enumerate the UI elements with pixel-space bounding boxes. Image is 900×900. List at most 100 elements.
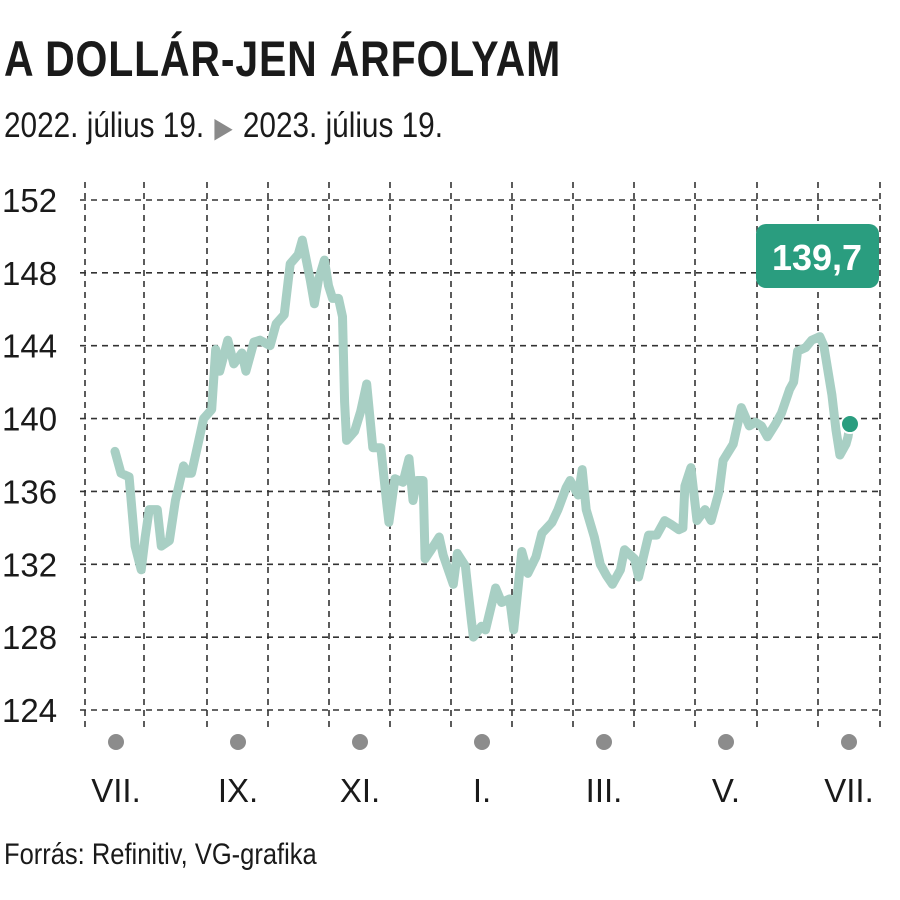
data-point <box>577 494 580 497</box>
data-point <box>792 381 795 384</box>
data-point <box>663 519 666 522</box>
data-point <box>494 587 497 590</box>
data-point <box>218 370 221 373</box>
x-tick-label: I. <box>473 772 491 809</box>
data-point <box>689 466 692 469</box>
data-point <box>345 439 348 442</box>
data-point <box>385 503 388 506</box>
data-point <box>317 279 320 282</box>
data-point <box>327 284 330 287</box>
data-point <box>585 508 588 511</box>
data-point <box>422 479 425 482</box>
data-point <box>240 352 243 355</box>
data-point <box>174 499 177 502</box>
data-point <box>722 459 725 462</box>
data-point <box>416 479 419 482</box>
data-point <box>780 412 783 415</box>
data-point <box>424 557 427 560</box>
data-point <box>796 350 799 353</box>
data-point <box>788 388 791 391</box>
x-tick-label: V. <box>712 772 740 809</box>
data-point <box>669 523 672 526</box>
y-tick-label: 152 <box>2 182 57 219</box>
data-point <box>337 297 340 300</box>
data-point <box>438 536 441 539</box>
data-point <box>565 486 568 489</box>
data-point <box>830 393 833 396</box>
data-point <box>182 464 185 467</box>
data-point <box>452 583 455 586</box>
data-point <box>148 508 151 511</box>
data-point <box>484 628 487 631</box>
month-marker-dot <box>474 734 490 750</box>
last-value-callout <box>756 224 879 288</box>
x-tick-label: VII. <box>91 772 141 809</box>
data-point <box>196 444 199 447</box>
y-tick-label: 144 <box>2 328 57 365</box>
data-point <box>214 348 217 351</box>
data-point <box>834 428 837 431</box>
data-point <box>144 536 147 539</box>
data-point <box>309 279 312 282</box>
data-point <box>696 519 699 522</box>
data-point <box>472 636 475 639</box>
x-tick-label: IX. <box>218 772 258 809</box>
last-value-label: 139,7 <box>772 237 862 278</box>
data-point <box>480 625 483 628</box>
data-point <box>259 339 262 342</box>
data-point <box>402 481 405 484</box>
data-point <box>202 417 205 420</box>
month-marker-dot <box>596 734 612 750</box>
x-tick-label: XI. <box>340 772 380 809</box>
data-point <box>190 472 193 475</box>
data-point <box>252 341 255 344</box>
data-point <box>508 597 511 600</box>
data-point <box>710 519 713 522</box>
data-point <box>760 424 763 427</box>
y-tick-label: 132 <box>2 546 57 583</box>
data-point <box>371 446 374 449</box>
y-tick-label: 136 <box>2 473 57 510</box>
data-point <box>647 534 650 537</box>
data-point <box>611 583 614 586</box>
data-point <box>683 485 686 488</box>
data-point <box>156 508 159 511</box>
data-point <box>283 313 286 316</box>
data-point <box>748 424 751 427</box>
data-point <box>569 479 572 482</box>
month-marker-dot <box>352 734 368 750</box>
data-point <box>379 446 382 449</box>
data-point <box>269 344 272 347</box>
data-point <box>430 548 433 551</box>
data-point <box>323 259 326 262</box>
y-tick-label: 148 <box>2 255 57 292</box>
series-line-usd-jpy <box>110 235 855 642</box>
data-point <box>637 576 640 579</box>
data-point <box>623 548 626 551</box>
data-point <box>397 479 400 482</box>
data-point <box>289 262 292 265</box>
data-point <box>442 554 445 557</box>
data-point <box>232 362 235 365</box>
data-point <box>343 401 346 404</box>
data-point <box>128 475 131 478</box>
data-point <box>244 370 247 373</box>
last-value-marker <box>840 414 860 435</box>
month-marker-dot <box>718 734 734 750</box>
y-tick-label: 124 <box>2 692 57 729</box>
data-point <box>470 619 473 622</box>
data-point <box>331 297 334 300</box>
data-point <box>313 302 316 305</box>
data-point <box>301 239 304 242</box>
data-point <box>540 532 543 535</box>
x-tick-label: VII. <box>824 772 874 809</box>
data-point <box>838 454 841 457</box>
data-point <box>168 539 171 542</box>
data-point <box>766 435 769 438</box>
data-point <box>210 408 213 411</box>
data-point <box>599 563 602 566</box>
data-point <box>387 521 390 524</box>
data-point <box>341 315 344 318</box>
date-from: 2022. július 19. <box>4 106 205 145</box>
